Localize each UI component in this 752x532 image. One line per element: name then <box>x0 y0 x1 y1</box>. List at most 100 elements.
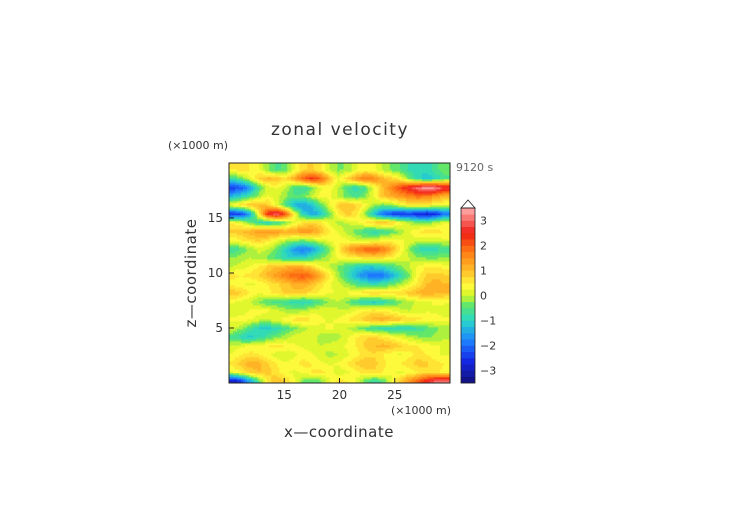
contour-cell <box>283 337 286 340</box>
contour-cell <box>379 315 383 318</box>
contour-cell <box>405 337 409 340</box>
contour-cell <box>261 333 264 336</box>
contour-cell <box>405 319 409 322</box>
contour-cell <box>403 329 407 332</box>
contour-cell <box>321 309 324 312</box>
contour-cell <box>377 379 381 382</box>
contour-cell <box>341 351 344 354</box>
contour-cell <box>409 301 413 304</box>
contour-cell <box>303 373 306 376</box>
contour-cell <box>333 349 336 352</box>
contour-cell <box>373 379 377 382</box>
contour-cell <box>287 305 290 308</box>
contour-cell <box>333 347 336 350</box>
contour-cell <box>353 331 356 334</box>
contour-cell <box>245 353 248 356</box>
contour-cell <box>347 313 350 316</box>
contour-cell <box>295 305 298 308</box>
contour-cell <box>427 343 431 346</box>
contour-cell <box>361 293 364 296</box>
contour-cell <box>235 345 238 348</box>
contour-cell <box>313 335 316 338</box>
contour-cell <box>315 295 318 298</box>
contour-cell <box>239 371 242 374</box>
contour-cell <box>399 359 403 362</box>
contour-cell <box>373 367 377 370</box>
contour-cell <box>447 329 451 332</box>
contour-cell <box>421 337 425 340</box>
contour-cell <box>251 299 254 302</box>
contour-cell <box>435 343 439 346</box>
contour-cell <box>243 327 246 330</box>
contour-cell <box>397 315 401 318</box>
contour-cell <box>365 339 368 342</box>
contour-cell <box>311 355 314 358</box>
contour-cell <box>253 335 256 338</box>
contour-cell <box>369 347 372 350</box>
contour-cell <box>241 293 244 296</box>
contour-cell <box>379 325 383 328</box>
contour-cell <box>247 311 250 314</box>
contour-cell <box>433 293 437 296</box>
contour-cell <box>431 295 435 298</box>
contour-cell <box>307 355 310 358</box>
contour-cell <box>305 333 308 336</box>
contour-cell <box>383 297 387 300</box>
contour-cell <box>289 335 292 338</box>
contour-cell <box>263 345 266 348</box>
contour-cell <box>267 377 270 380</box>
contour-cell <box>401 343 405 346</box>
contour-cell <box>423 309 427 312</box>
contour-cell <box>363 375 366 378</box>
contour-cell <box>419 381 423 384</box>
contour-cell <box>427 335 431 338</box>
contour-cell <box>267 331 270 334</box>
contour-cell <box>337 375 340 378</box>
contour-cell <box>289 299 292 302</box>
contour-cell <box>271 379 274 382</box>
contour-cell <box>281 327 284 330</box>
contour-cell <box>433 325 437 328</box>
contour-cell <box>283 349 286 352</box>
contour-cell <box>399 379 403 382</box>
contour-cell <box>229 365 232 368</box>
contour-cell <box>413 305 417 308</box>
contour-cell <box>295 357 298 360</box>
contour-cell <box>291 375 294 378</box>
contour-cell <box>397 329 401 332</box>
contour-cell <box>273 333 276 336</box>
contour-cell <box>243 295 246 298</box>
contour-cell <box>247 331 250 334</box>
contour-cell <box>363 311 366 314</box>
contour-cell <box>393 335 397 338</box>
contour-cell <box>431 339 435 342</box>
contour-cell <box>401 373 405 376</box>
contour-cell <box>399 311 403 314</box>
contour-cell <box>299 307 302 310</box>
contour-cell <box>387 359 391 362</box>
contour-cell <box>419 349 423 352</box>
contour-cell <box>237 291 240 294</box>
contour-cell <box>361 363 364 366</box>
contour-cell <box>307 315 310 318</box>
contour-cell <box>385 367 389 370</box>
contour-cell <box>253 343 256 346</box>
contour-cell <box>377 309 381 312</box>
contour-cell <box>283 331 286 334</box>
contour-cell <box>441 357 445 360</box>
contour-cell <box>411 313 415 316</box>
contour-cell <box>269 301 272 304</box>
contour-cell <box>351 345 354 348</box>
contour-cell <box>255 309 258 312</box>
contour-cell <box>325 299 328 302</box>
contour-cell <box>389 329 393 332</box>
contour-cell <box>271 315 274 318</box>
contour-cell <box>359 373 362 376</box>
contour-cell <box>335 309 338 312</box>
contour-cell <box>431 375 435 378</box>
contour-cell <box>393 341 397 344</box>
contour-cell <box>307 327 310 330</box>
contour-cell <box>303 315 306 318</box>
contour-cell <box>247 307 250 310</box>
contour-cell <box>233 311 236 314</box>
